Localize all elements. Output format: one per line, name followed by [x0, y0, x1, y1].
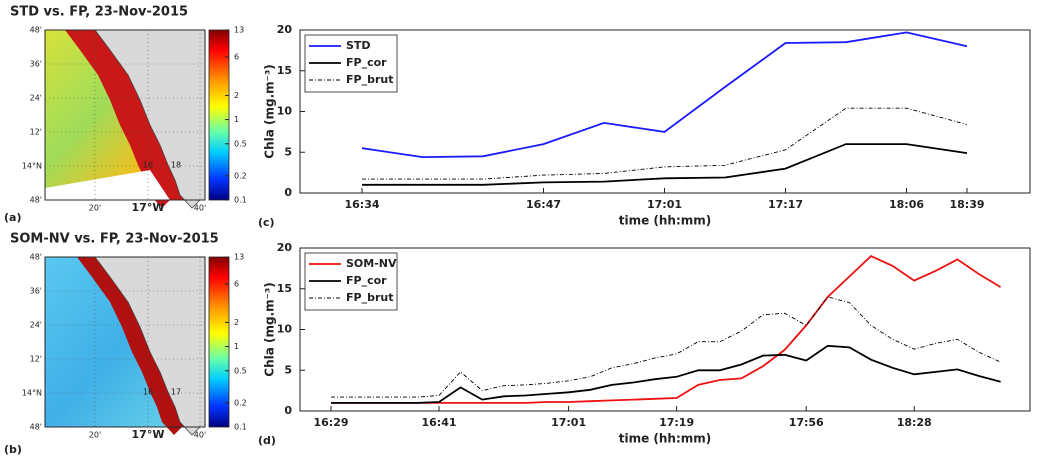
x-tick-label: 18:39 [949, 198, 984, 211]
x-tick-label: 16:34 [344, 198, 379, 211]
lat-label: 24' [30, 94, 42, 103]
colorbar-tick-label: 1 [234, 342, 239, 351]
map-title: STD vs. FP, 23-Nov-2015 [10, 5, 188, 20]
y-tick-label: 5 [284, 363, 292, 376]
colorbar-tick-label: 0.5 [234, 139, 247, 148]
x-tick-label: 18:06 [889, 198, 924, 211]
lat-label: 48' [30, 253, 42, 262]
x-tick-label: 16:47 [526, 198, 561, 211]
colorbar [208, 29, 230, 201]
lat-label: 48' [30, 196, 42, 205]
lat-label: 48' [30, 26, 42, 35]
x-tick-label: 17:17 [768, 198, 803, 211]
colorbar-tick-label: 0.1 [234, 423, 247, 432]
colorbar [208, 256, 230, 428]
map-title: SOM-NV vs. FP, 23-Nov-2015 [10, 232, 219, 247]
x-tick-label: 17:01 [647, 198, 682, 211]
legend-label: FP_cor [346, 274, 387, 287]
x-tick-label: 16:29 [313, 416, 348, 429]
y-tick-label: 15 [277, 282, 292, 295]
y-tick-label: 10 [277, 105, 293, 118]
legend-label: SOM-NV [346, 257, 397, 270]
legend-label: FP_brut [346, 291, 393, 304]
lat-label: 24' [30, 321, 42, 330]
y-tick-label: 20 [277, 23, 293, 36]
lon-label: 17°W [132, 428, 165, 441]
colorbar-tick-label: 0.2 [234, 398, 247, 407]
y-tick-label: 0 [284, 186, 292, 199]
panel-label: (b) [4, 443, 22, 456]
legend-label: STD [346, 39, 371, 52]
lat-label: 48' [30, 423, 42, 432]
y-axis-label: Chla (mg.m⁻³) [263, 64, 277, 158]
colorbar-tick-label: 1 [234, 115, 239, 124]
x-axis-label: time (hh:mm) [619, 214, 712, 228]
no-data [45, 170, 170, 200]
map-annotation: 17 [171, 388, 181, 397]
colorbar-tick-label: 13 [234, 26, 244, 35]
lon-label: 17°W [132, 201, 165, 214]
colorbar-tick-label: 0.5 [234, 366, 247, 375]
x-tick-label: 17:19 [659, 416, 694, 429]
lon-label: 20' [89, 431, 101, 440]
x-tick-label: 17:56 [789, 416, 824, 429]
y-tick-label: 20 [277, 241, 293, 254]
lon-label: 40' [194, 204, 206, 213]
panel-label: (d) [258, 434, 276, 447]
series-line [331, 296, 1001, 398]
y-tick-label: 15 [277, 64, 292, 77]
plot-frame [299, 247, 1031, 412]
lat-label: 36' [30, 60, 42, 69]
plot-frame [299, 29, 1031, 194]
y-tick-label: 0 [284, 404, 292, 417]
colorbar-tick-label: 6 [234, 280, 239, 289]
colorbar-tick-label: 2 [234, 318, 239, 327]
colorbar-tick-label: 13 [234, 253, 244, 262]
series-line [331, 344, 1001, 404]
lat-label: 14°N [22, 162, 42, 171]
map-annotation: 16 [143, 388, 153, 397]
series-line [361, 31, 968, 159]
y-tick-label: 5 [284, 145, 292, 158]
legend-label: FP_cor [346, 56, 387, 69]
series-line [362, 107, 968, 180]
x-tick-label: 16:41 [421, 416, 456, 429]
x-tick-label: 18:28 [897, 416, 932, 429]
map-annotation: 18 [171, 161, 181, 170]
y-tick-label: 10 [277, 323, 293, 336]
coastal-band [77, 257, 200, 435]
coastal-band [65, 30, 200, 208]
lat-label: 12' [30, 355, 42, 364]
lon-label: 40' [194, 431, 206, 440]
map-annotation: 16 [143, 161, 153, 170]
colorbar-tick-label: 6 [234, 53, 239, 62]
colorbar-tick-label: 0.1 [234, 196, 247, 205]
legend-label: FP_brut [346, 73, 393, 86]
series-line [362, 143, 968, 186]
lat-label: 36' [30, 287, 42, 296]
lat-label: 14°N [22, 389, 42, 398]
colorbar-tick-label: 2 [234, 91, 239, 100]
panel-label: (c) [258, 216, 275, 229]
y-axis-label: Chla (mg.m⁻³) [263, 282, 277, 376]
lat-label: 12' [30, 128, 42, 137]
series-line [331, 255, 1002, 404]
colorbar-tick-label: 0.2 [234, 171, 247, 180]
panel-label: (a) [4, 211, 21, 224]
lon-label: 20' [89, 204, 101, 213]
x-axis-label: time (hh:mm) [619, 432, 712, 446]
x-tick-label: 17:01 [551, 416, 586, 429]
